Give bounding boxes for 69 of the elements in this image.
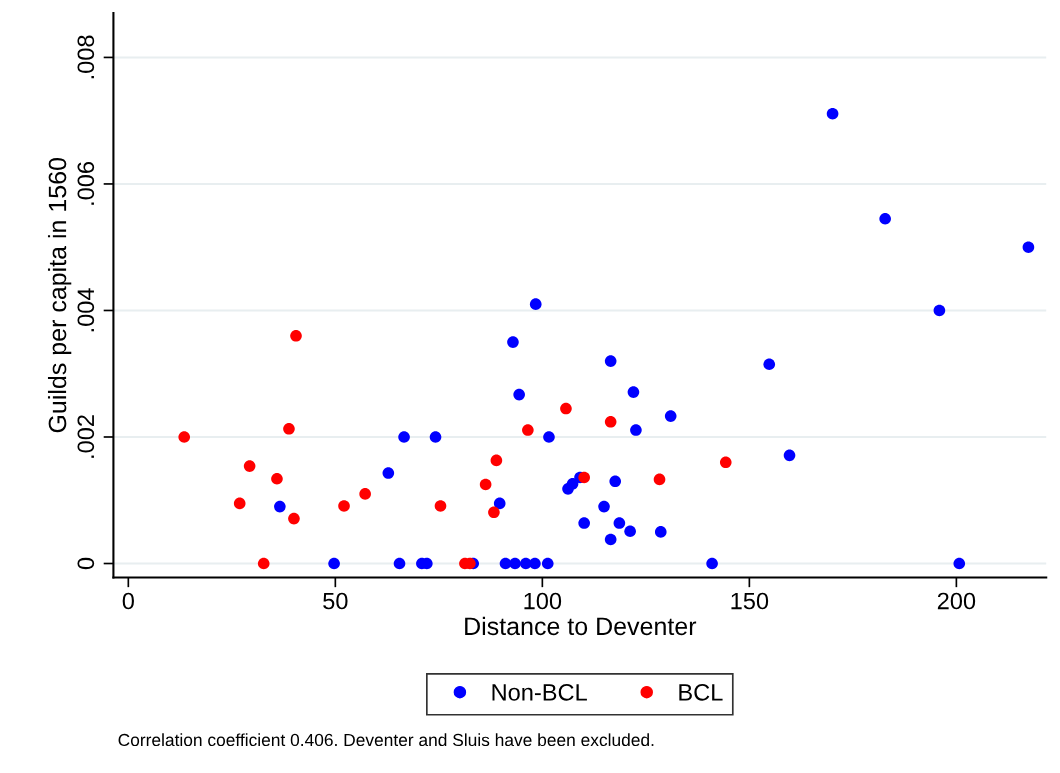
point: [826, 107, 839, 120]
point: [513, 388, 525, 401]
point: [398, 431, 410, 443]
text: Correlation coefficient 0.406. Deventer and Sluis have been excluded.: [118, 733, 654, 747]
point: [630, 424, 642, 436]
point: [178, 431, 191, 443]
point: [288, 512, 300, 525]
point: [522, 424, 534, 436]
x-tick-label: 100: [524, 592, 562, 610]
x-axis-title: Distance to Deventer: [465, 616, 697, 636]
point: [654, 526, 667, 538]
legend-label: Non-BCL: [492, 683, 587, 701]
point: [933, 304, 946, 317]
point: [382, 467, 395, 479]
point: [243, 460, 256, 472]
point: [1022, 241, 1035, 254]
point: [604, 355, 617, 367]
point: [290, 329, 302, 342]
point: [578, 471, 590, 484]
point: [627, 386, 640, 398]
point: [274, 500, 286, 513]
point: [507, 336, 519, 348]
y-tick-label: .008: [77, 35, 95, 79]
point: [598, 500, 610, 513]
point: [479, 478, 492, 491]
point: [509, 557, 521, 570]
x-tick-label: 0: [122, 592, 134, 610]
point: [429, 431, 442, 443]
point: [763, 358, 776, 371]
y-tick-label: .006: [77, 162, 95, 205]
point: [359, 488, 371, 500]
point: [604, 416, 617, 428]
point: [488, 506, 500, 519]
point: [706, 557, 718, 570]
point: [434, 500, 447, 512]
point: [490, 454, 503, 467]
point: [783, 449, 796, 462]
point: [233, 497, 246, 510]
point: [257, 557, 270, 570]
point: [541, 557, 554, 570]
point: [653, 473, 666, 486]
point: [953, 557, 966, 570]
point: [613, 517, 626, 529]
point: [393, 557, 406, 570]
x-tick-label: 200: [937, 592, 976, 610]
point: [338, 500, 350, 512]
point: [604, 533, 617, 546]
y-tick-label: .004: [77, 288, 95, 332]
point: [664, 410, 677, 422]
point: [566, 477, 579, 490]
legend-label: BCL: [679, 683, 723, 701]
x-tick-label: 150: [731, 592, 769, 610]
point: [271, 472, 283, 485]
point: [609, 475, 622, 488]
x-tick-label: 50: [323, 592, 348, 610]
point: [529, 557, 541, 570]
point: [560, 402, 572, 415]
point: [578, 517, 590, 529]
point: [283, 422, 295, 435]
y-axis-title: Guilds per capita in 1560: [47, 157, 72, 433]
y-tick-label: 0: [77, 557, 95, 570]
y-tick-label: .002: [77, 415, 95, 458]
point: [328, 557, 340, 570]
point: [529, 298, 542, 310]
point: [493, 497, 506, 510]
point: [879, 212, 891, 225]
point: [719, 456, 732, 469]
point: [624, 525, 636, 538]
point: [543, 431, 555, 443]
